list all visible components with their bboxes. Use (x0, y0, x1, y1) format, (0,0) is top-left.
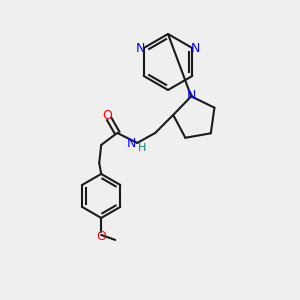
Text: N: N (127, 137, 136, 150)
Text: N: N (190, 41, 200, 55)
Text: N: N (136, 41, 146, 55)
Text: O: O (102, 110, 112, 122)
Text: O: O (96, 230, 106, 243)
Text: H: H (138, 143, 146, 153)
Text: N: N (187, 89, 196, 102)
